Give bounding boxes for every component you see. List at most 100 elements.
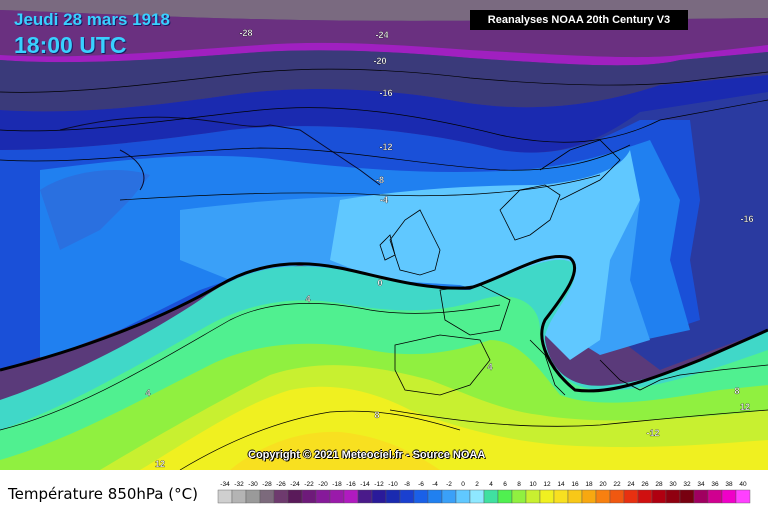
legend-swatch <box>287 489 303 504</box>
legend-swatch <box>469 489 485 504</box>
legend-swatch <box>231 489 247 504</box>
legend-swatch <box>399 489 415 504</box>
legend-tick-label: 34 <box>697 481 705 488</box>
legend-tick-label: 14 <box>557 481 565 488</box>
contour-label: -16 <box>379 88 392 98</box>
legend-swatch <box>273 489 289 504</box>
british-isles <box>389 209 441 276</box>
legend-swatch <box>637 489 653 504</box>
isotherm-8 <box>179 410 461 470</box>
legend-tick-label: 20 <box>599 481 607 488</box>
legend-tick-label: 30 <box>669 481 677 488</box>
legend-tick-label: 22 <box>613 481 621 488</box>
legend-swatch <box>693 489 709 504</box>
legend-tick-label: 4 <box>489 481 493 488</box>
legend-swatch <box>707 489 723 504</box>
legend-tick-label: 0 <box>461 481 465 488</box>
legend-tick-label: -18 <box>332 481 342 488</box>
legend-swatch <box>553 489 569 504</box>
legend-swatch <box>385 489 401 504</box>
legend-tick-label: -2 <box>446 481 452 488</box>
time-label: 18:00 UTC <box>14 32 127 58</box>
contour-label: 8 <box>734 386 739 396</box>
contour-label: 4 <box>487 362 492 372</box>
patch-labrador <box>40 170 150 250</box>
legend-swatch <box>217 489 233 504</box>
legend-swatch <box>595 489 611 504</box>
source-label: Reanalyses NOAA 20th Century V3 <box>470 10 688 30</box>
legend-tick-label: -10 <box>388 481 398 488</box>
contour-label: 12 <box>155 459 165 469</box>
contour-label: -12 <box>646 428 659 438</box>
contour-label: 0 <box>377 278 382 288</box>
contour-label: 4 <box>145 388 150 398</box>
band-navy <box>0 50 768 112</box>
band-magenta <box>0 42 768 66</box>
legend-tick-label: 2 <box>475 481 479 488</box>
legend-tick-label: 6 <box>503 481 507 488</box>
legend-tick-label: 16 <box>571 481 579 488</box>
band-warm-yellow <box>230 431 440 470</box>
black-sea-coast <box>599 359 768 391</box>
legend-tick-label: -14 <box>360 481 370 488</box>
legend-tick-label: 40 <box>739 481 747 488</box>
legend-tick-label: -26 <box>276 481 286 488</box>
legend-swatch <box>315 489 331 504</box>
contour-label: 8 <box>374 410 379 420</box>
legend-tick-label: 24 <box>627 481 635 488</box>
legend-tick-label: -6 <box>418 481 424 488</box>
legend-swatch <box>539 489 555 504</box>
legend-swatch <box>259 489 275 504</box>
legend-swatch <box>511 489 527 504</box>
legend-swatch <box>245 489 261 504</box>
legend-swatch <box>483 489 499 504</box>
legend-swatch <box>651 489 667 504</box>
legend-swatch <box>665 489 681 504</box>
contour-label: 4 <box>305 294 310 304</box>
legend-tick-label: 28 <box>655 481 663 488</box>
legend-tick-label: -12 <box>374 481 384 488</box>
contour-label: 12 <box>740 402 750 412</box>
legend-swatch <box>679 489 695 504</box>
legend-tick-label: -16 <box>346 481 356 488</box>
legend-swatch <box>609 489 625 504</box>
temperature-map: -28 -24 -20 -16 -12 -8 -4 0 4 4 8 12 -12 -16 8 4 12 <box>0 0 768 470</box>
legend-tick-label: 10 <box>529 481 537 488</box>
isotherm-zero <box>0 255 768 393</box>
legend-swatch <box>441 489 457 504</box>
isotherm-minus12 <box>0 99 768 143</box>
band-blue <box>0 75 768 153</box>
legend-swatch <box>413 489 429 504</box>
legend-swatch <box>357 489 373 504</box>
legend-swatch <box>497 489 513 504</box>
legend-tick-label: 38 <box>725 481 733 488</box>
isotherm-4 <box>0 303 501 431</box>
legend-swatch <box>343 489 359 504</box>
band-cyan <box>330 150 640 360</box>
legend-tick-label: -30 <box>248 481 258 488</box>
italy <box>529 339 566 396</box>
iberia <box>394 334 491 396</box>
contour-label: -16 <box>740 214 753 224</box>
legend-swatch <box>567 489 583 504</box>
legend-swatch <box>427 489 443 504</box>
legend-swatch <box>329 489 345 504</box>
legend-tick-label: 12 <box>543 481 551 488</box>
legend-tick-label: -22 <box>304 481 314 488</box>
contour-label: -20 <box>373 56 386 66</box>
scandinavia-south <box>499 184 561 241</box>
date-label: Jeudi 28 mars 1918 <box>14 10 170 29</box>
scandinavia-north <box>539 139 621 201</box>
color-scale: -34 -32 -30 -28 -26 -24 -22 -20 -18 -16 -14 -12 -10-… <box>217 481 751 504</box>
contour-label: -24 <box>375 30 388 40</box>
legend-swatch <box>371 489 387 504</box>
ireland <box>379 234 396 261</box>
copyright-label: Copyright © 2021 Meteociel.fr - Source N… <box>248 449 486 461</box>
legend-tick-label: 18 <box>585 481 593 488</box>
greenland-fjord <box>119 149 145 191</box>
legend-tick-label: -4 <box>432 481 438 488</box>
legend-tick-label: 8 <box>517 481 521 488</box>
legend-swatch <box>735 489 751 504</box>
legend-swatch <box>525 489 541 504</box>
